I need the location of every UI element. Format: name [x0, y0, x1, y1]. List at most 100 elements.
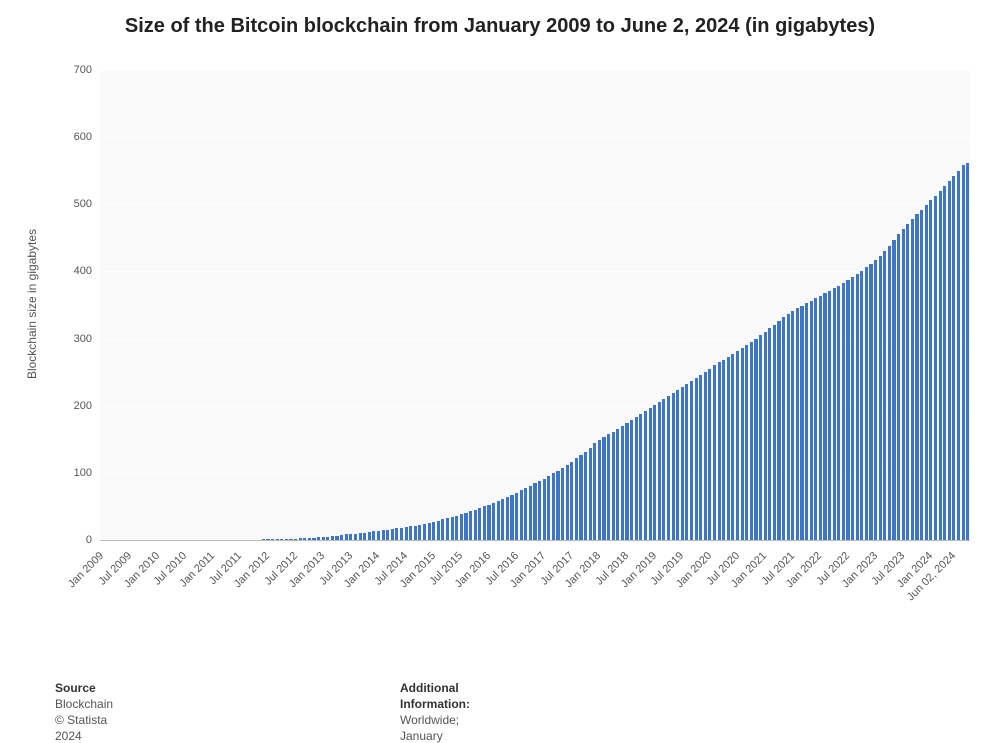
- source-heading: Source: [55, 681, 96, 695]
- bar: [469, 511, 472, 540]
- bar: [570, 462, 573, 540]
- bar: [372, 531, 375, 540]
- bar: [741, 348, 744, 540]
- bar: [428, 523, 431, 540]
- bar: [837, 286, 840, 540]
- bar: [814, 298, 817, 540]
- bar: [644, 411, 647, 540]
- bar: [810, 301, 813, 540]
- bar: [897, 234, 900, 540]
- bar: [363, 533, 366, 540]
- bar: [418, 525, 421, 540]
- bar: [612, 432, 615, 541]
- bar: [630, 420, 633, 540]
- bar: [777, 321, 780, 540]
- bar: [653, 405, 656, 540]
- bar: [382, 530, 385, 540]
- bar: [520, 490, 523, 540]
- bar: [377, 531, 380, 540]
- bar: [575, 458, 578, 540]
- ytick-label: 0: [0, 534, 92, 546]
- bar: [791, 311, 794, 540]
- bar: [506, 497, 509, 540]
- ytick-label: 500: [0, 198, 92, 210]
- ytick-label: 100: [0, 467, 92, 479]
- bar: [621, 426, 624, 540]
- bar: [474, 510, 477, 540]
- bar: [649, 408, 652, 540]
- bar: [948, 181, 951, 540]
- bar: [464, 513, 467, 540]
- bar: [451, 517, 454, 540]
- bar: [515, 493, 518, 540]
- bar: [819, 296, 822, 540]
- bar: [616, 429, 619, 540]
- ytick-label: 200: [0, 400, 92, 412]
- chart-area: 0100200300400500600700Jan 2009Jul 2009Ja…: [0, 55, 1000, 645]
- source-value: Blockchain: [55, 696, 113, 712]
- bar: [437, 521, 440, 540]
- bar: [796, 308, 799, 540]
- bar: [773, 325, 776, 540]
- bar: [579, 455, 582, 540]
- bar: [759, 335, 762, 540]
- x-axis-line: [100, 540, 970, 541]
- bar: [368, 532, 371, 540]
- bar: [556, 471, 559, 540]
- bar: [856, 274, 859, 540]
- bar: [736, 351, 739, 540]
- bar: [409, 526, 412, 540]
- bar: [750, 342, 753, 540]
- bar: [524, 488, 527, 540]
- bar: [441, 519, 444, 540]
- bar: [478, 508, 481, 540]
- bar: [672, 393, 675, 540]
- bar: [589, 448, 592, 540]
- bar: [833, 288, 836, 540]
- bar: [400, 528, 403, 540]
- bar: [892, 240, 895, 540]
- bar: [925, 205, 928, 540]
- bar: [405, 527, 408, 540]
- bar: [787, 314, 790, 540]
- bar: [920, 210, 923, 540]
- bar: [699, 375, 702, 540]
- bar: [828, 291, 831, 540]
- bar: [501, 499, 504, 540]
- bar: [906, 224, 909, 540]
- ytick-label: 300: [0, 333, 92, 345]
- ytick-label: 600: [0, 131, 92, 143]
- bar: [902, 229, 905, 540]
- bar: [538, 481, 541, 540]
- bar: [681, 387, 684, 540]
- bar: [543, 479, 546, 540]
- bar: [915, 214, 918, 540]
- bar: [593, 443, 596, 540]
- bar: [718, 362, 721, 540]
- bar: [584, 452, 587, 540]
- bar: [497, 501, 500, 540]
- bar: [395, 528, 398, 540]
- bar: [883, 251, 886, 540]
- bar: [607, 434, 610, 540]
- bar: [911, 219, 914, 540]
- bar: [566, 465, 569, 540]
- bar: [879, 256, 882, 540]
- bar: [764, 332, 767, 540]
- bar: [874, 260, 877, 540]
- bar: [823, 293, 826, 540]
- bar: [934, 196, 937, 540]
- bar: [805, 303, 808, 540]
- gridline: [100, 70, 970, 71]
- bar: [455, 516, 458, 540]
- bar: [722, 360, 725, 540]
- copyright: © Statista 2024: [55, 712, 113, 743]
- bar: [446, 518, 449, 540]
- bar: [695, 378, 698, 540]
- bar: [529, 486, 532, 540]
- bar: [704, 372, 707, 540]
- bar: [386, 530, 389, 540]
- bar: [713, 365, 716, 540]
- bar: [635, 417, 638, 540]
- bar: [865, 267, 868, 540]
